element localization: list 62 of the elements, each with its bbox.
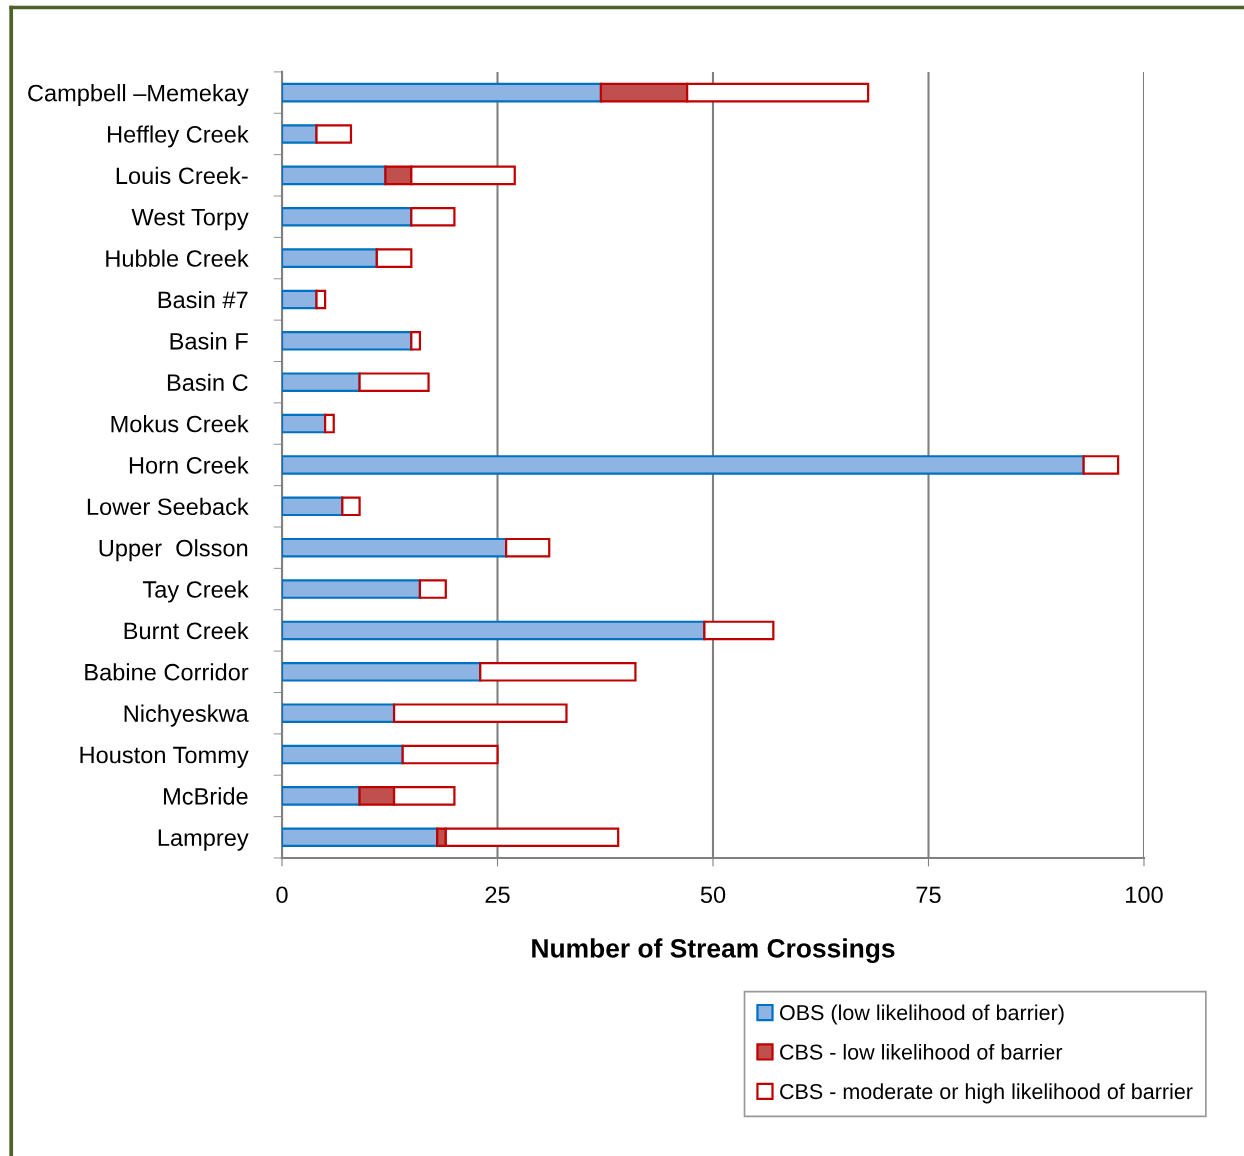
- y-tick-label: Heffley Creek: [108, 125, 249, 148]
- bar: [410, 331, 422, 351]
- legend-label: CBS - low likelihood of barrier: [780, 1043, 1063, 1060]
- y-tick-label: Nichyeskwa: [124, 704, 249, 727]
- bar: [315, 124, 353, 144]
- bar: [479, 662, 637, 682]
- y-tick-label: Basin #7: [158, 290, 248, 309]
- bar: [324, 413, 335, 434]
- bar: [282, 703, 396, 723]
- bar: [282, 331, 413, 351]
- bar: [282, 82, 603, 103]
- bar: [282, 124, 318, 144]
- bar: [703, 620, 775, 641]
- bar: [282, 827, 439, 848]
- bar: [282, 496, 344, 517]
- y-tick-label: Basin F: [170, 332, 248, 350]
- bar: [282, 372, 361, 392]
- bar: [282, 744, 404, 765]
- y-tick-label: Burnt Creek: [124, 621, 249, 640]
- x-tick-label: 25: [485, 886, 510, 904]
- bar: [375, 248, 413, 268]
- x-axis-title: Number of Stream Crossings: [532, 938, 895, 964]
- x-tick-label: 0: [276, 886, 288, 904]
- y-tick-label: Campbell –Memekay: [28, 84, 249, 107]
- bar: [358, 372, 430, 392]
- y-tick-label: Tay Creek: [142, 580, 249, 603]
- y-tick-label: Lower Seeback: [87, 497, 249, 516]
- bar: [282, 620, 706, 641]
- bar: [341, 496, 361, 517]
- bar: [282, 579, 422, 599]
- y-tick-label: Louis Creek-: [116, 166, 248, 185]
- bar: [282, 289, 318, 310]
- legend-label: OBS (low likelihood of barrier): [779, 1004, 1064, 1025]
- bar: [410, 206, 456, 227]
- bar: [505, 537, 551, 558]
- bar: [282, 206, 413, 227]
- y-tick-label: McBride: [164, 787, 248, 805]
- y-tick-label: Horn Creek: [129, 456, 249, 474]
- y-tick-label: Houston Tommy: [80, 746, 249, 769]
- bar: [418, 579, 447, 599]
- y-tick-label: Mokus Creek: [111, 415, 249, 433]
- bar: [282, 248, 378, 268]
- y-tick-label: West Torpy: [131, 209, 249, 231]
- bar: [282, 662, 482, 682]
- bar: [392, 703, 568, 723]
- x-tick-label: 50: [700, 886, 726, 904]
- bar: [282, 786, 361, 806]
- x-tick-label: 75: [916, 886, 941, 904]
- y-tick-label: Lamprey: [158, 829, 249, 851]
- bar: [401, 744, 499, 765]
- legend-label: CBS - moderate or high likelihood of barrier: [780, 1083, 1193, 1104]
- bar: [282, 455, 1085, 475]
- x-tick-label: 100: [1126, 886, 1163, 904]
- y-tick-label: Hubble Creek: [106, 249, 249, 267]
- y-tick-label: Babine Corridor: [85, 663, 249, 681]
- bar: [315, 289, 327, 310]
- bar: [282, 413, 327, 434]
- bar: [282, 537, 508, 558]
- y-tick-label: Upper Olsson: [99, 539, 248, 562]
- bar: [282, 165, 387, 186]
- y-tick-label: Basin C: [167, 373, 248, 391]
- bar: [1082, 455, 1120, 475]
